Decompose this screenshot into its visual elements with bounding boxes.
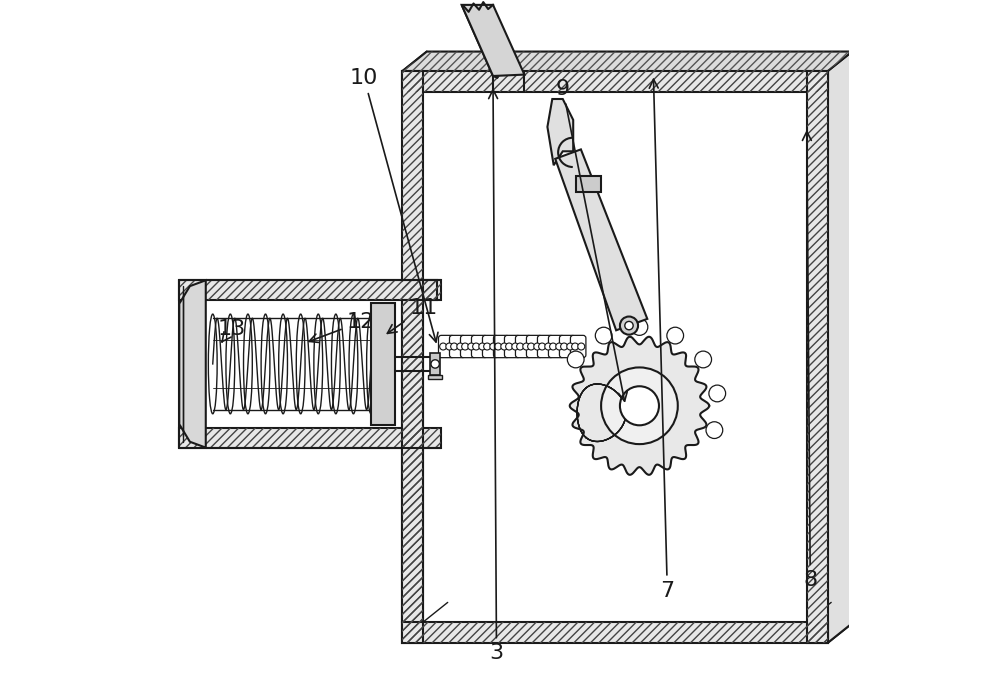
- Bar: [428, 375, 442, 379]
- Bar: [402, 71, 423, 643]
- Circle shape: [534, 343, 541, 350]
- Circle shape: [567, 343, 574, 350]
- Polygon shape: [547, 99, 573, 165]
- Circle shape: [462, 343, 469, 350]
- Polygon shape: [462, 5, 498, 78]
- Bar: [807, 71, 828, 643]
- Bar: [403, 280, 423, 622]
- Circle shape: [479, 343, 486, 350]
- Bar: [179, 280, 441, 300]
- Polygon shape: [179, 280, 206, 447]
- Bar: [831, 52, 852, 623]
- Bar: [402, 71, 828, 92]
- Circle shape: [578, 343, 585, 350]
- Polygon shape: [402, 52, 852, 71]
- Circle shape: [695, 351, 712, 368]
- Text: 7: 7: [649, 79, 674, 601]
- Bar: [427, 52, 852, 73]
- Text: 9: 9: [556, 78, 627, 401]
- Circle shape: [706, 422, 723, 438]
- Bar: [423, 280, 437, 300]
- Bar: [179, 428, 441, 447]
- Circle shape: [501, 343, 508, 350]
- Bar: [423, 92, 807, 622]
- FancyBboxPatch shape: [449, 335, 465, 358]
- Bar: [179, 428, 441, 447]
- Bar: [807, 71, 828, 643]
- Circle shape: [625, 321, 633, 330]
- Text: 11: 11: [387, 298, 437, 333]
- Polygon shape: [427, 52, 852, 623]
- Circle shape: [545, 343, 552, 350]
- Circle shape: [440, 343, 447, 350]
- Circle shape: [595, 327, 612, 344]
- Circle shape: [490, 343, 497, 350]
- FancyBboxPatch shape: [537, 335, 553, 358]
- Polygon shape: [462, 5, 524, 76]
- Bar: [402, 71, 423, 643]
- Circle shape: [523, 343, 530, 350]
- Text: 12: 12: [309, 312, 375, 342]
- Bar: [423, 280, 437, 300]
- FancyBboxPatch shape: [493, 335, 509, 358]
- Polygon shape: [555, 149, 647, 330]
- Circle shape: [631, 318, 648, 335]
- FancyBboxPatch shape: [548, 335, 564, 358]
- FancyBboxPatch shape: [559, 335, 575, 358]
- Circle shape: [473, 343, 480, 350]
- Text: 8: 8: [802, 132, 817, 590]
- Circle shape: [709, 385, 726, 402]
- Circle shape: [620, 386, 659, 426]
- FancyBboxPatch shape: [515, 335, 531, 358]
- Circle shape: [601, 368, 678, 444]
- Bar: [402, 300, 423, 622]
- Circle shape: [561, 343, 568, 350]
- FancyBboxPatch shape: [460, 335, 476, 358]
- Bar: [402, 71, 828, 92]
- Bar: [179, 280, 441, 300]
- Circle shape: [484, 343, 491, 350]
- FancyBboxPatch shape: [526, 335, 542, 358]
- Circle shape: [506, 343, 513, 350]
- Circle shape: [528, 343, 535, 350]
- FancyBboxPatch shape: [504, 335, 520, 358]
- FancyBboxPatch shape: [471, 335, 487, 358]
- FancyBboxPatch shape: [570, 335, 586, 358]
- Bar: [576, 176, 601, 192]
- Circle shape: [468, 343, 475, 350]
- Text: 13: 13: [217, 319, 246, 342]
- FancyBboxPatch shape: [482, 335, 498, 358]
- Bar: [402, 622, 828, 643]
- Bar: [427, 52, 852, 73]
- Circle shape: [451, 343, 458, 350]
- Circle shape: [667, 327, 684, 344]
- Bar: [430, 353, 440, 375]
- Circle shape: [431, 360, 439, 368]
- Circle shape: [567, 351, 584, 368]
- Text: 10: 10: [350, 68, 438, 342]
- Circle shape: [556, 343, 563, 350]
- Bar: [179, 300, 441, 428]
- Circle shape: [572, 343, 579, 350]
- Circle shape: [539, 343, 546, 350]
- Polygon shape: [570, 337, 709, 475]
- Text: 3: 3: [489, 90, 504, 664]
- Bar: [402, 300, 423, 622]
- FancyBboxPatch shape: [438, 335, 454, 358]
- Circle shape: [457, 343, 464, 350]
- Circle shape: [620, 316, 638, 335]
- Bar: [371, 303, 395, 425]
- Polygon shape: [828, 52, 852, 643]
- Circle shape: [550, 343, 557, 350]
- Circle shape: [512, 343, 519, 350]
- Bar: [402, 622, 828, 643]
- Circle shape: [517, 343, 524, 350]
- Bar: [831, 52, 852, 623]
- Circle shape: [495, 343, 502, 350]
- Circle shape: [446, 343, 453, 350]
